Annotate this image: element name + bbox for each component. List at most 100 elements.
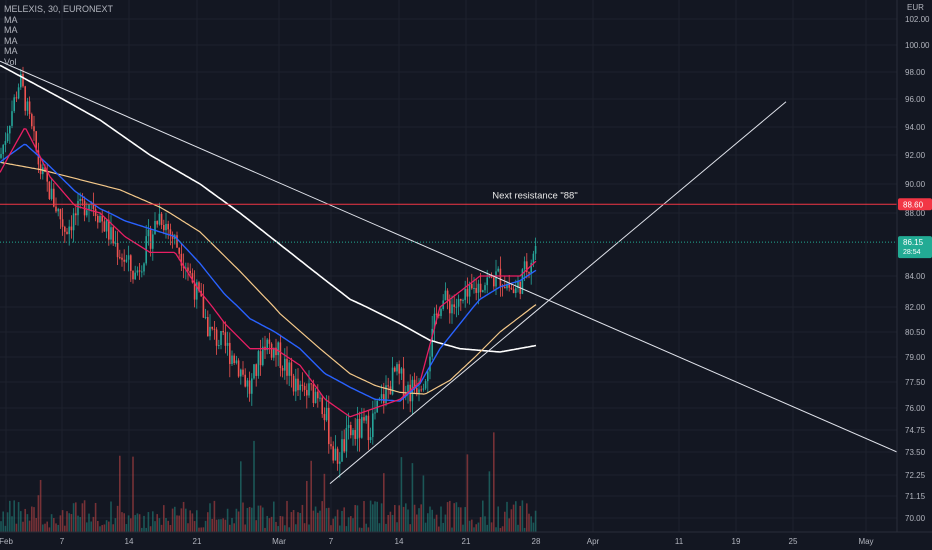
trendlines[interactable] (0, 60, 898, 484)
chart-legend: MELEXIS, 30, EURONEXT MA MA MA MA Vol (4, 4, 113, 67)
candle-body (64, 226, 66, 232)
candle-body (189, 270, 191, 274)
volume-bar (2, 511, 4, 532)
candle-body (420, 389, 422, 391)
candle-body (339, 461, 341, 464)
candle-body (361, 417, 363, 438)
candle-body (523, 261, 526, 270)
resistance-level[interactable]: Next resistance "88" (0, 190, 897, 205)
volume-bar (77, 515, 79, 532)
resistance-annotation[interactable]: Next resistance "88" (492, 190, 577, 201)
trendline-1[interactable] (0, 60, 898, 453)
volume-bar (328, 507, 330, 532)
candle-body (246, 380, 249, 387)
candle-body (253, 364, 255, 379)
volume-bar (374, 501, 376, 532)
candle-body (154, 221, 156, 235)
volume-bar (257, 505, 260, 532)
volume-bar (105, 520, 108, 532)
volume-bar (380, 503, 383, 532)
volume-bar (163, 505, 165, 532)
price-tick-label: 88.00 (905, 209, 926, 218)
ma-legend-3[interactable]: MA (4, 35, 18, 46)
candle-body (495, 271, 497, 287)
volume-bar (325, 508, 328, 532)
candle-body (365, 415, 367, 421)
candle-body (180, 253, 183, 266)
candle-body (152, 234, 154, 249)
ma-legend-4[interactable]: MA (4, 46, 18, 56)
volume-bar (339, 525, 341, 532)
candle-body (187, 267, 189, 271)
volume-bar (486, 524, 488, 532)
candle-body (471, 284, 473, 289)
volume-bar (352, 518, 354, 532)
volume-bar (424, 522, 427, 532)
candle-body (255, 364, 257, 376)
ma-legend-2[interactable]: MA (4, 25, 18, 35)
volume-bar (213, 500, 216, 532)
candle-body (160, 213, 163, 225)
volume-bar (402, 506, 405, 532)
candle-body (215, 329, 218, 346)
volume-bar (154, 521, 156, 532)
candle-body (86, 210, 88, 216)
volume-legend[interactable]: Vol (4, 56, 17, 67)
volume-bar (376, 501, 378, 532)
time-axis[interactable]: Feb 7 14 21 Mar 7 14 21 28 Apr 11 19 25 May (0, 531, 932, 550)
candle-body (389, 386, 392, 395)
volume-bar (70, 514, 73, 532)
candle-body (325, 407, 328, 421)
candle-body (380, 394, 383, 399)
candle-body (202, 296, 205, 318)
volume-bar (259, 505, 262, 532)
time-tick-label: Apr (587, 537, 600, 546)
volume-bar (473, 527, 475, 532)
candle-body (321, 397, 323, 415)
volume-bar (301, 504, 304, 532)
volume-bar (336, 509, 339, 532)
ma-legend-1[interactable]: MA (4, 14, 18, 25)
candle-body (460, 298, 462, 301)
candle-body (114, 242, 117, 244)
volume-bar (86, 522, 88, 532)
candle-body (299, 384, 301, 391)
volume-bar (24, 508, 26, 532)
volume-bar (103, 524, 106, 532)
symbol-title[interactable]: MELEXIS, 30, EURONEXT (4, 4, 114, 14)
volume-bar (308, 524, 310, 532)
trendline-2[interactable] (329, 101, 787, 484)
candle-body (198, 282, 200, 292)
candle-body (374, 412, 376, 414)
volume-bar (233, 523, 235, 532)
volume-bar (83, 500, 86, 532)
volume-bar (193, 521, 196, 532)
price-tick-label: 77.50 (905, 378, 926, 387)
volume-bar (526, 503, 528, 532)
volume-bar (530, 516, 532, 532)
volume-bar (152, 511, 154, 532)
volume-bar (156, 514, 158, 532)
volume-bar (229, 524, 231, 532)
candle-body (48, 181, 51, 199)
candle-body (277, 342, 279, 356)
volume-bar (389, 511, 392, 532)
candle-body (444, 290, 447, 301)
candle-body (336, 448, 339, 464)
volume-bar (398, 505, 400, 532)
candle-body (72, 213, 75, 231)
candle-body (301, 384, 304, 386)
volume-bar (409, 524, 411, 532)
candle-body (213, 328, 216, 330)
price-axis[interactable]: EUR 102.00 100.00 98.00 96.00 94.00 92.00 90.0… (896, 0, 932, 532)
volume-bar (457, 507, 460, 532)
volume-bar (187, 523, 189, 532)
candle-body (33, 126, 35, 132)
volume-bar (411, 463, 414, 532)
candle-body (211, 326, 213, 329)
candle-body (138, 270, 141, 272)
volume-bar (284, 525, 286, 532)
volume-bar (429, 506, 431, 532)
candle-body (156, 221, 158, 225)
